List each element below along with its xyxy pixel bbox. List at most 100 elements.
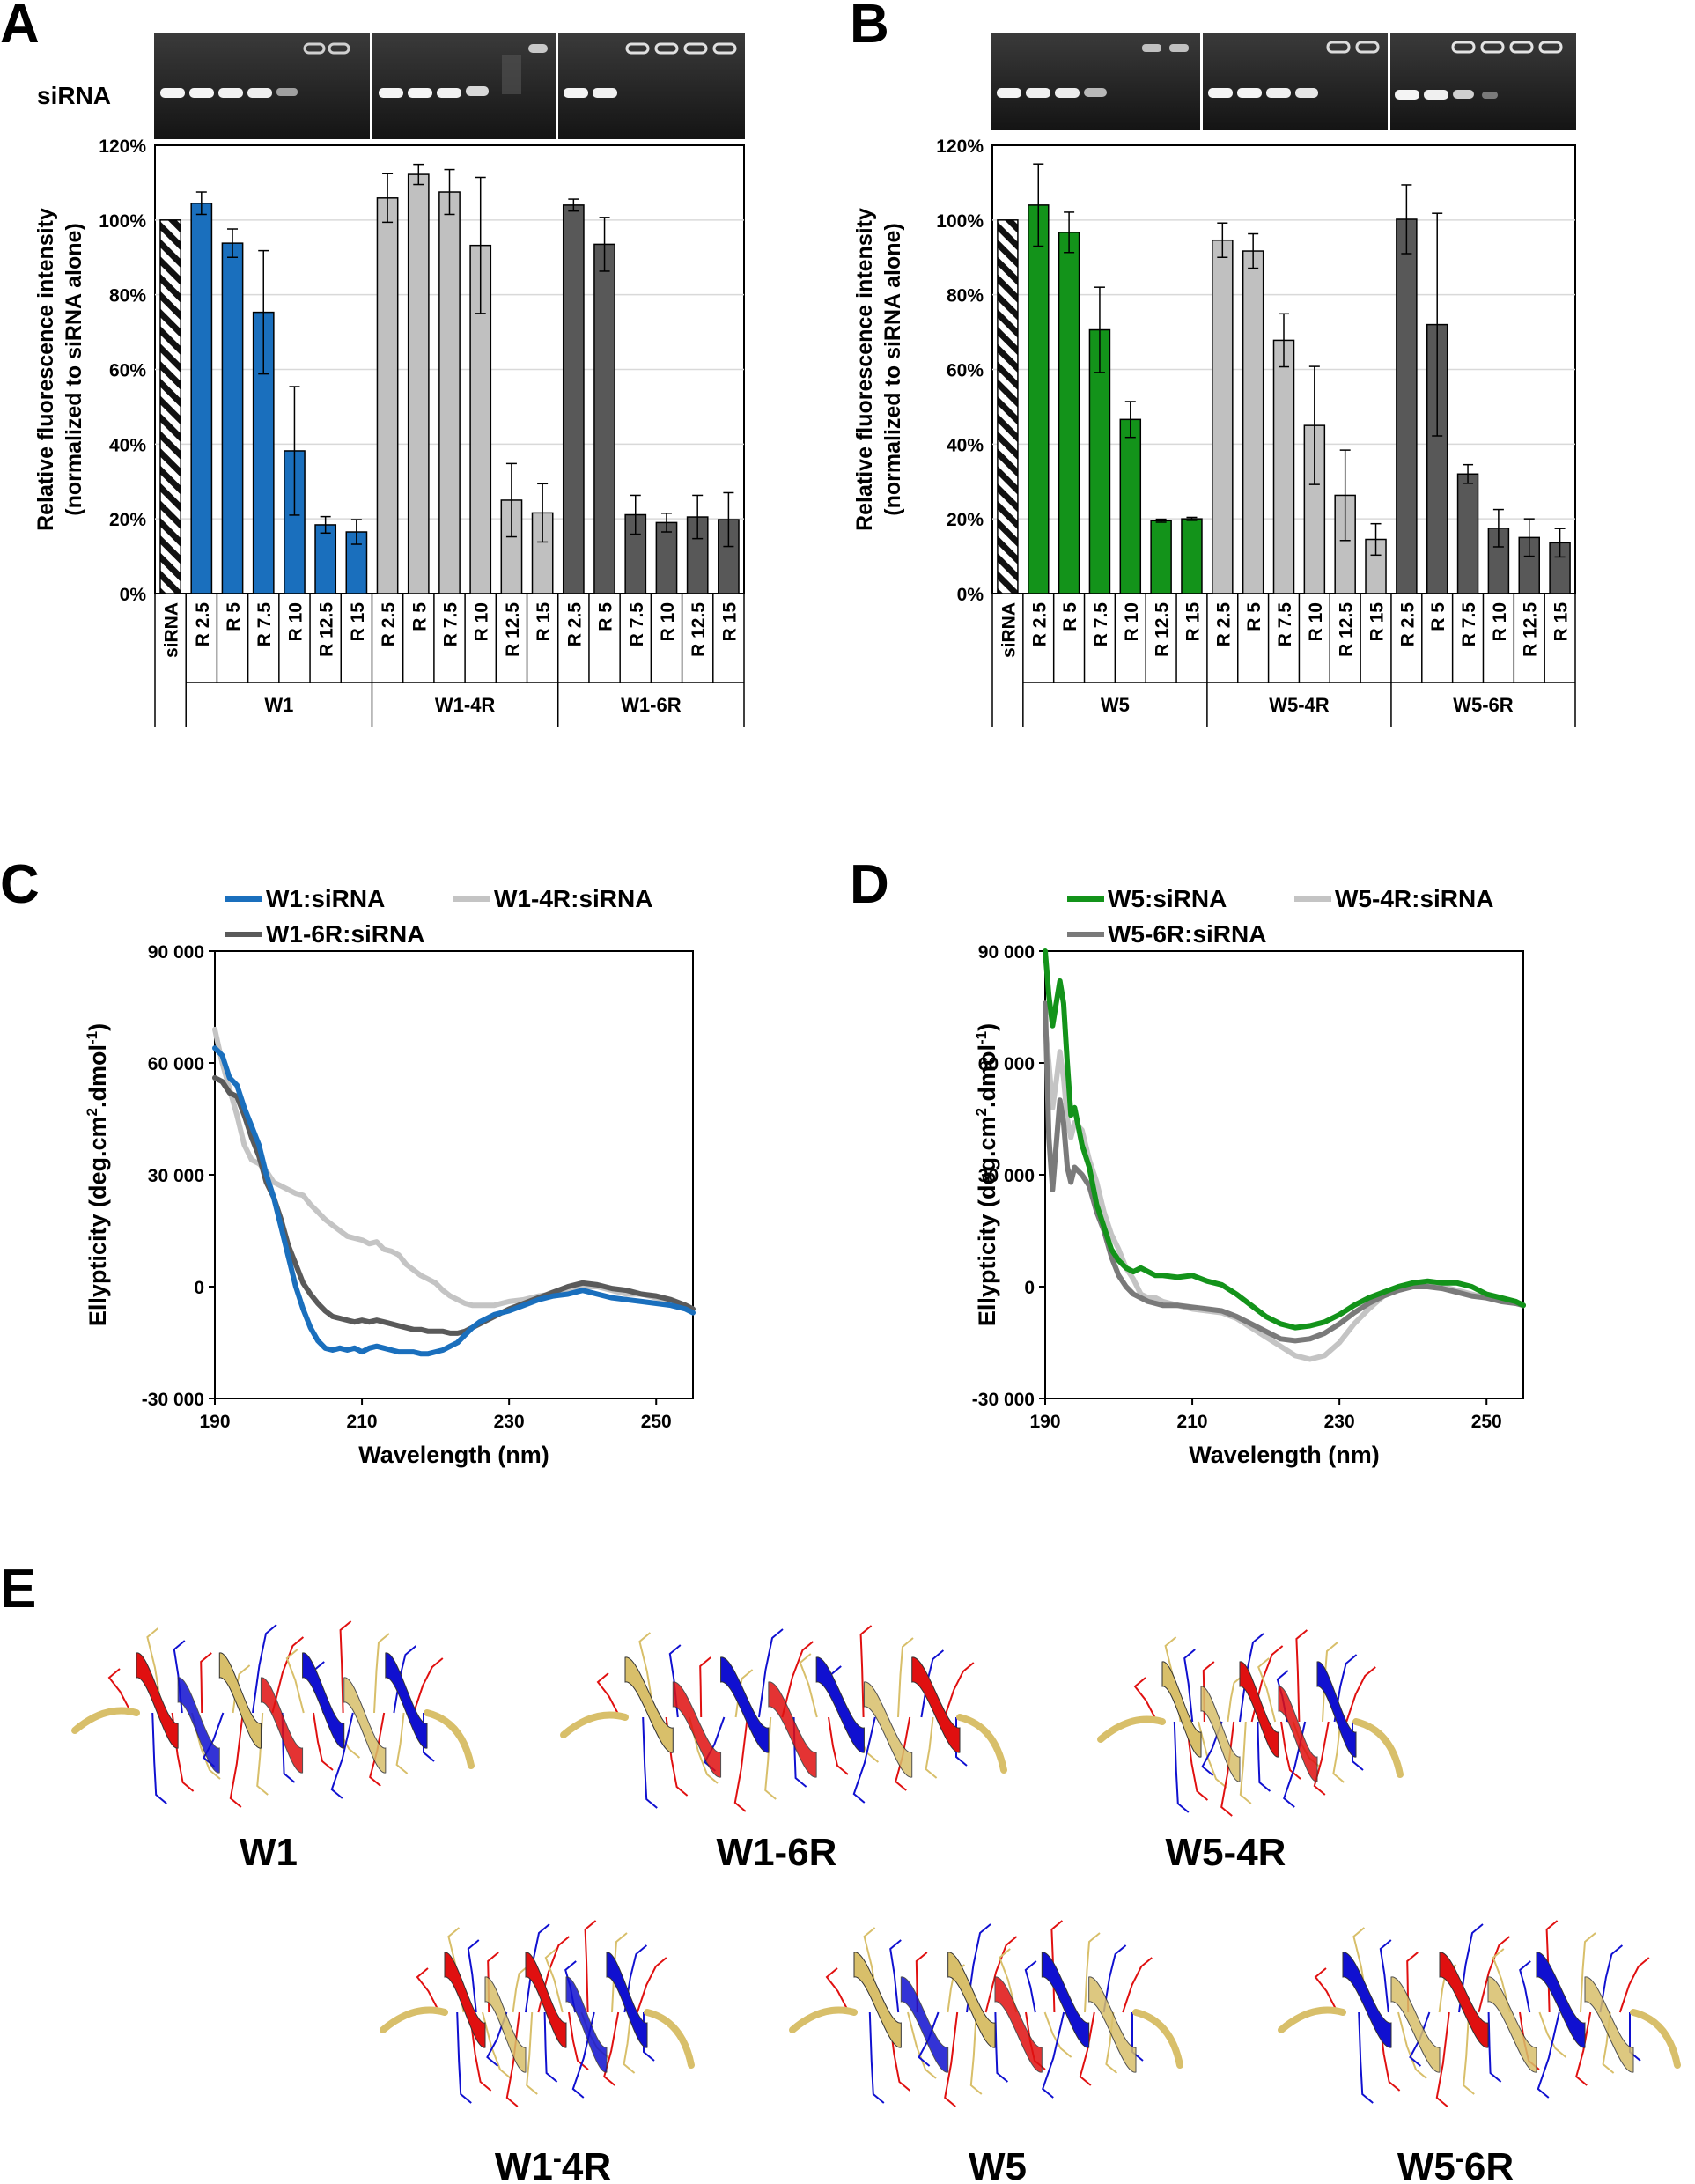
group-label-w1: W1 (264, 694, 293, 716)
coil-tail (1278, 2006, 1346, 2033)
helix-ribbon-segment (260, 1677, 304, 1774)
y-axis-label: Relative fluorescence intensity (852, 208, 877, 531)
side-chain (146, 1627, 164, 1714)
legend-label: W1:siRNA (266, 885, 385, 912)
side-chain (758, 1628, 784, 1718)
series-line-w1-sirna (212, 1045, 696, 1357)
x-tick-label: R 7.5 (1275, 602, 1295, 647)
side-chain (943, 1662, 975, 1718)
side-chain (512, 1964, 531, 2013)
bar-chart-a: 0% 20% 40% 60% 80% 100% 120% Relative fluoresce… (33, 136, 745, 727)
bar-w5-6r-r2.5 (1396, 218, 1418, 594)
x-tick-label: R 5 (596, 602, 616, 631)
y-tick-label: -30 000 (972, 1390, 1035, 1410)
x-tick-label: siRNA (162, 602, 182, 658)
y-tick-label: 40% (947, 435, 984, 455)
side-chain (1280, 1721, 1301, 1780)
helix-ribbon-segment (343, 1677, 387, 1774)
panel-letter-c: C (0, 854, 40, 915)
side-chain (1198, 1721, 1227, 1789)
side-chain (889, 1939, 902, 2013)
y-axis-label-part: -1 (973, 1031, 990, 1044)
x-tick-label: 210 (1177, 1412, 1208, 1432)
legend-label: W5:siRNA (1108, 885, 1227, 912)
side-chain (999, 1948, 1018, 2013)
gel-well-band (1509, 41, 1534, 54)
side-chain (1519, 1960, 1531, 2013)
y-axis-label: Ellypticity (deg.cm2.dmol-1) (973, 1023, 1000, 1326)
x-tick-label: 230 (494, 1412, 525, 1432)
y-axis-label-part: 2 (84, 1108, 100, 1116)
side-chain (944, 2011, 959, 2107)
gel-well-band (625, 42, 650, 55)
y-tick-label: 30 000 (148, 1166, 204, 1186)
coil-tail (424, 1709, 475, 1769)
helix-label-w1-4r-part1: W1 (495, 2145, 553, 2184)
gel-band (1453, 90, 1474, 99)
y-tick-label: 60 000 (148, 1054, 204, 1074)
gel-band (1055, 88, 1080, 98)
side-chain (1131, 2012, 1144, 2062)
side-chain (1239, 1721, 1252, 1804)
y-axis-label: Ellypticity (deg.cm2.dmol-1) (84, 1023, 111, 1326)
side-chain (1122, 1957, 1153, 2013)
side-chain (373, 1633, 390, 1714)
helix-ribbon-segment (1342, 1952, 1392, 2048)
helix-label-w1-4r: W1-4R (495, 2144, 611, 2184)
y-tick-label: 0% (957, 585, 984, 605)
legend-label: W1-6R:siRNA (266, 920, 424, 948)
side-chain (1295, 1629, 1308, 1723)
helix-ribbon-segment (1536, 1952, 1586, 2048)
x-tick-label: R 7.5 (1459, 602, 1479, 647)
x-tick-label: R 10 (1122, 602, 1142, 641)
side-chain (1409, 2011, 1431, 2067)
y-tick-label: 80% (109, 286, 146, 306)
group-label-w1-6r: W1-6R (621, 694, 682, 716)
side-chain (1358, 2011, 1374, 2104)
group-label-w5-6r: W5-6R (1453, 694, 1514, 716)
legend-label: W1-4R:siRNA (494, 885, 652, 912)
bar-w5-4r-r2.5 (1212, 239, 1234, 594)
x-tick-label: R 7.5 (441, 602, 461, 647)
gel-well-band (303, 42, 326, 55)
helix-ribbon-segment (1200, 1686, 1241, 1782)
bar-w5-r15 (1181, 518, 1203, 594)
gel-band (1208, 88, 1233, 98)
y-tick-label: 20% (109, 510, 146, 530)
y-tick-label: 80% (947, 286, 984, 306)
gel-band (408, 88, 432, 98)
side-chain (393, 1645, 417, 1714)
series-line-w5-sirna (1043, 948, 1526, 1331)
side-chain (339, 1620, 352, 1714)
helix-label-w5-6r-dash: - (1455, 2144, 1464, 2173)
gel-image-b (991, 33, 1576, 130)
x-tick-label: R 15 (1551, 602, 1572, 642)
gel-band (1424, 90, 1448, 100)
side-chain (416, 1967, 440, 2013)
x-tick-label: R 12.5 (1337, 602, 1357, 657)
x-tick-label: R 12.5 (503, 602, 523, 657)
x-tick-label: R 10 (658, 602, 678, 641)
helix-structure (789, 1920, 1183, 2107)
gel-well-band (328, 42, 350, 55)
side-chain (781, 1641, 814, 1718)
bar-w1-6r-r10 (655, 521, 678, 594)
bar-w1-6r-r2.5 (562, 204, 585, 594)
helix-label-w1-4r-part2: 4R (562, 2145, 611, 2184)
y-tick-label: 60 000 (978, 1054, 1035, 1074)
y-axis-label-part: .dmol (85, 1044, 111, 1108)
side-chain (1487, 2011, 1502, 2083)
helix-structure (1097, 1629, 1404, 1817)
gel-band (1295, 88, 1318, 98)
x-tick-label: R 5 (1244, 602, 1264, 631)
x-tick-label: R 2.5 (1397, 602, 1418, 647)
y-tick-label: 100% (99, 211, 146, 232)
gel-band (1237, 88, 1262, 98)
gel-block-w1-4r (372, 33, 556, 139)
bar-control-sirna (997, 219, 1019, 594)
side-chain (895, 1716, 911, 1791)
side-chain (1599, 1944, 1624, 2013)
side-chain (969, 2011, 983, 2095)
x-tick-label: R 10 (1490, 602, 1510, 641)
